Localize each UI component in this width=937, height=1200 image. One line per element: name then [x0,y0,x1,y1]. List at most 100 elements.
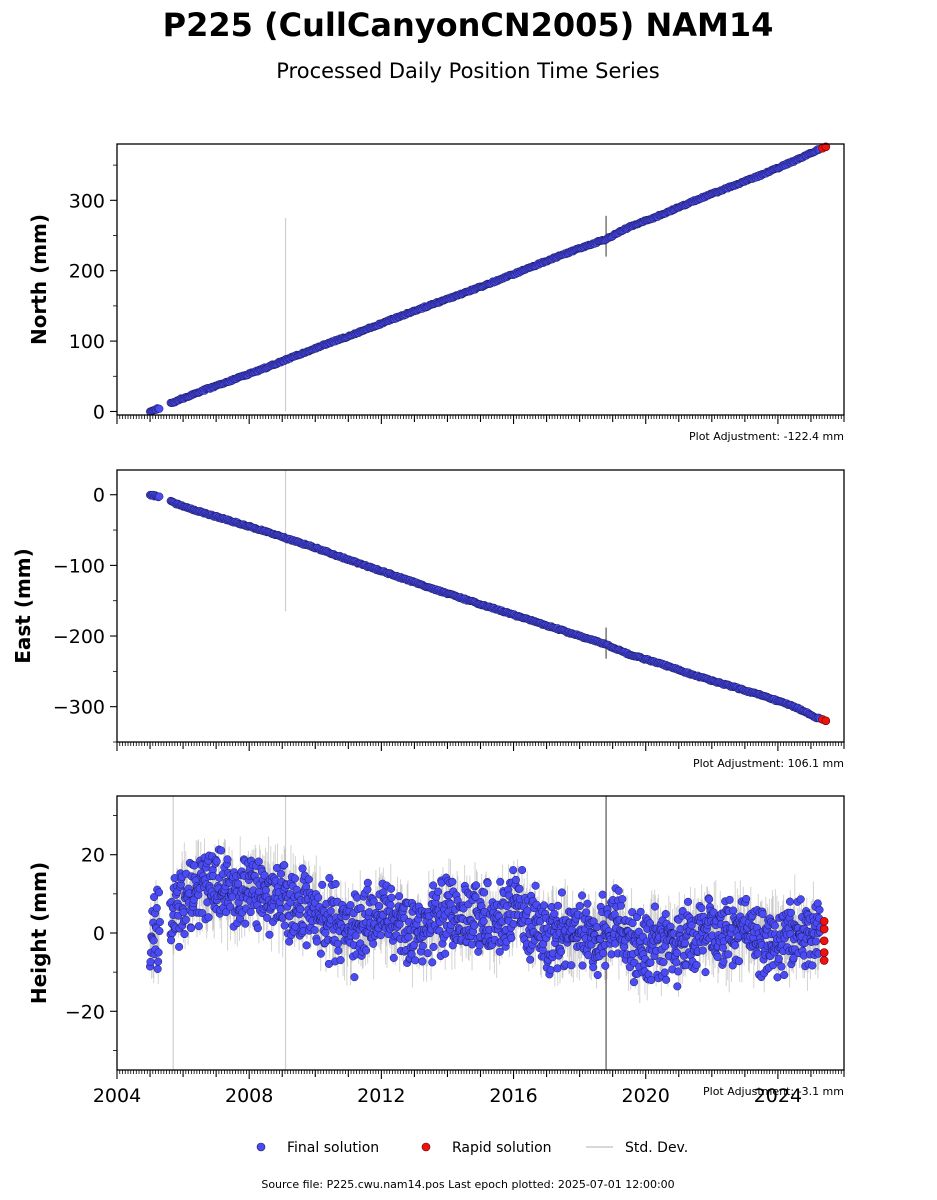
height-final-point [353,893,362,902]
height-final-point [395,892,404,901]
height-final-point [734,957,744,966]
east-rapid-point [821,716,831,726]
height-final-point [593,970,602,980]
height-final-point [154,948,163,957]
height-final-point [298,864,307,873]
height-final-point [518,865,527,875]
height-final-point [304,875,313,884]
height-final-point [515,884,524,893]
height-final-point [404,933,413,942]
chart-title: P225 (CullCanyonCN2005) NAM14 [163,6,774,44]
north-y-tick-label: 0 [93,401,105,423]
height-final-point [470,921,479,930]
height-final-point [701,968,710,977]
height-final-point [362,946,371,955]
height-final-point [683,897,693,906]
height-final-point [187,924,196,933]
north-final-points [145,144,824,416]
height-final-point [429,881,438,890]
height-final-point [636,907,645,916]
east-y-tick-label: −100 [53,555,105,577]
height-final-point [314,893,323,902]
height-final-point [567,961,576,970]
east-panel: 0 −100 −200 −300 East (mm) Plot Adjustment: 1… [11,469,845,770]
height-final-point [511,875,520,884]
height-final-point [418,941,427,950]
height-final-point [680,938,689,948]
height-final-point [149,936,158,945]
height-final-point [217,846,226,855]
height-final-point [661,909,670,919]
height-final-point [155,926,164,936]
height-final-point [312,937,321,946]
height-final-point [418,957,427,966]
height-final-point [350,973,359,982]
height-final-point [616,901,626,910]
height-final-point [296,905,305,914]
height-final-point [660,968,669,977]
height-final-point [673,982,682,991]
height-final-point [539,901,549,910]
height-final-point [725,895,734,904]
height-final-point [153,964,162,973]
height-final-point [483,879,492,888]
height-final-point [194,890,203,900]
height-final-point [326,906,335,916]
height-final-point [672,958,681,967]
height-final-point [429,942,438,951]
height-final-point [589,963,598,972]
height-final-point [550,909,559,918]
north-panel: 0 100 200 300 North (mm) Plot Adjustment: -12… [27,142,845,443]
north-plot-adjustment: Plot Adjustment: -122.4 mm [689,430,844,443]
height-final-point [265,930,274,939]
height-final-point [155,917,164,927]
height-final-point [692,960,701,970]
height-final-point [578,891,587,900]
east-final-points [145,490,824,723]
height-final-point [557,888,566,897]
height-final-point [629,978,638,987]
height-final-point [509,866,518,875]
height-final-point [152,903,161,913]
height-final-point [650,902,660,911]
height-final-point [369,939,378,948]
height-final-point [719,957,728,966]
height-final-point [659,958,668,967]
north-y-tick-label: 300 [69,190,105,212]
height-final-point [479,917,488,926]
height-final-point [553,901,562,910]
height-final-point [386,901,395,910]
height-final-point [674,967,683,976]
height-final-point [705,895,714,904]
height-final-point [729,906,738,915]
height-final-point [175,942,184,951]
height-final-point [363,885,372,894]
height-final-point [246,907,255,917]
height-final-point [333,939,342,948]
height-final-point [318,880,327,889]
chart-subtitle: Processed Daily Position Time Series [276,59,660,83]
height-final-point [598,890,607,899]
height-final-point [730,941,740,950]
north-final-point [155,404,164,413]
height-final-point [599,949,608,958]
height-final-point [531,881,540,890]
height-final-point [253,924,262,933]
height-final-point [584,951,593,960]
height-final-point [321,928,330,937]
height-final-point [441,949,450,958]
height-final-point [277,869,286,878]
height-final-point [618,895,627,904]
height-final-point [724,950,733,959]
height-final-point [753,949,762,958]
height-final-point [507,933,516,943]
east-y-tick-label: 0 [93,485,105,507]
height-final-point [614,886,623,895]
height-final-point [428,958,437,967]
height-final-point [387,893,396,902]
height-final-point [698,946,707,955]
height-final-point [448,877,457,886]
height-final-point [509,920,518,929]
east-y-axis-label: East (mm) [11,548,35,664]
